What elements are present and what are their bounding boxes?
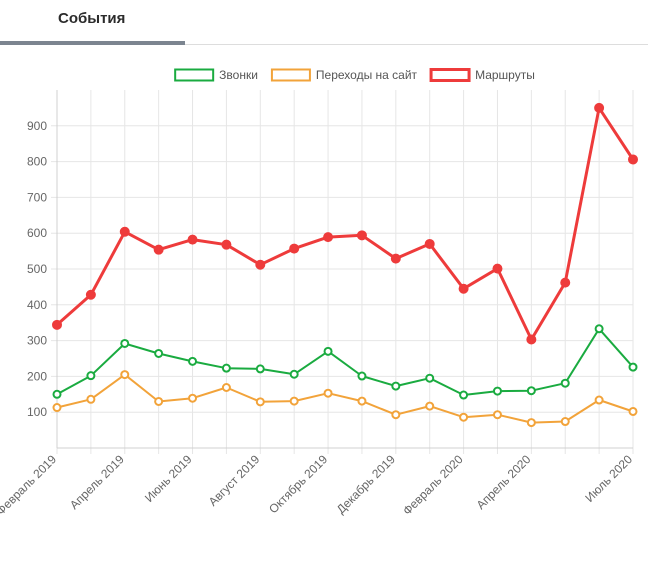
x-tick-label: Июнь 2019 bbox=[142, 452, 195, 505]
legend-swatch[interactable] bbox=[429, 68, 471, 82]
data-point[interactable] bbox=[560, 417, 570, 427]
data-point[interactable] bbox=[52, 319, 62, 330]
data-point[interactable] bbox=[526, 386, 536, 396]
data-point[interactable] bbox=[492, 263, 503, 274]
chart-series bbox=[52, 102, 638, 428]
data-point[interactable] bbox=[255, 259, 266, 270]
data-point[interactable] bbox=[459, 412, 469, 422]
tab-bar: События bbox=[0, 0, 648, 45]
data-point[interactable] bbox=[86, 394, 96, 404]
data-point[interactable] bbox=[221, 239, 232, 250]
data-point[interactable] bbox=[492, 386, 502, 396]
data-point[interactable] bbox=[221, 382, 231, 392]
legend-swatch[interactable] bbox=[270, 68, 311, 82]
data-point[interactable] bbox=[120, 338, 130, 348]
series-line bbox=[56, 373, 634, 424]
series-line bbox=[56, 106, 635, 341]
data-point[interactable] bbox=[188, 393, 198, 403]
chart-legend: Звонки Переходы на сайт Маршруты bbox=[174, 68, 535, 82]
data-point[interactable] bbox=[221, 363, 231, 373]
y-axis: 100 200 300 400 500 600 700 800 900 bbox=[27, 90, 58, 448]
data-point[interactable] bbox=[153, 244, 164, 255]
data-point[interactable] bbox=[594, 395, 604, 405]
data-point[interactable] bbox=[154, 396, 164, 406]
data-point[interactable] bbox=[560, 378, 570, 388]
x-tick-label: Июль 2020 bbox=[582, 452, 635, 505]
y-tick-label: 800 bbox=[27, 155, 47, 169]
data-point[interactable] bbox=[628, 406, 638, 416]
y-tick-label: 200 bbox=[27, 369, 47, 383]
data-point[interactable] bbox=[356, 230, 367, 241]
data-point[interactable] bbox=[391, 410, 401, 420]
y-tick-label: 600 bbox=[27, 226, 47, 240]
tab-events[interactable]: События bbox=[0, 0, 185, 45]
tab-events-label: События bbox=[58, 10, 126, 27]
line-chart: Звонки Переходы на сайт Маршруты 100 200 300… bbox=[0, 68, 638, 518]
data-point[interactable] bbox=[323, 388, 333, 398]
series-group bbox=[52, 370, 638, 428]
data-point[interactable] bbox=[492, 410, 502, 420]
data-point[interactable] bbox=[458, 283, 469, 294]
data-point[interactable] bbox=[52, 389, 62, 399]
y-tick-label: 400 bbox=[27, 298, 47, 312]
data-point[interactable] bbox=[323, 232, 334, 243]
x-tick-label: Февраль 2020 bbox=[400, 452, 466, 518]
data-point[interactable] bbox=[120, 370, 130, 380]
data-point[interactable] bbox=[594, 102, 605, 113]
x-tick-label: Апрель 2020 bbox=[474, 452, 534, 512]
data-point[interactable] bbox=[459, 390, 469, 400]
data-point[interactable] bbox=[154, 348, 164, 358]
data-point[interactable] bbox=[560, 277, 571, 288]
x-tick-label: Февраль 2019 bbox=[0, 452, 59, 518]
data-point[interactable] bbox=[357, 371, 367, 381]
x-tick-label: Август 2019 bbox=[206, 452, 263, 509]
data-point[interactable] bbox=[85, 289, 96, 300]
y-tick-label: 100 bbox=[27, 405, 47, 419]
data-point[interactable] bbox=[255, 397, 265, 407]
data-point[interactable] bbox=[425, 401, 435, 411]
y-tick-label: 300 bbox=[27, 334, 47, 348]
data-point[interactable] bbox=[628, 362, 638, 372]
data-point[interactable] bbox=[52, 403, 62, 413]
data-point[interactable] bbox=[289, 369, 299, 379]
data-point[interactable] bbox=[594, 324, 604, 334]
series-line bbox=[56, 327, 634, 396]
chart-grid bbox=[51, 90, 634, 454]
data-point[interactable] bbox=[188, 356, 198, 366]
series-group bbox=[52, 324, 638, 400]
data-point[interactable] bbox=[289, 243, 300, 254]
data-point[interactable] bbox=[425, 373, 435, 383]
y-tick-label: 700 bbox=[27, 190, 47, 204]
x-tick-label: Октябрь 2019 bbox=[266, 452, 330, 516]
y-tick-label: 900 bbox=[27, 119, 47, 133]
series-group bbox=[52, 102, 638, 345]
data-point[interactable] bbox=[424, 238, 435, 249]
legend-label: Звонки bbox=[219, 68, 258, 82]
legend-label: Маршруты bbox=[475, 68, 535, 82]
data-point[interactable] bbox=[628, 154, 638, 165]
x-tick-label: Апрель 2019 bbox=[67, 452, 127, 512]
data-point[interactable] bbox=[289, 396, 299, 406]
data-point[interactable] bbox=[255, 364, 265, 374]
x-axis: Февраль 2019 Апрель 2019 Июнь 2019 Август 2… bbox=[0, 447, 635, 518]
data-point[interactable] bbox=[357, 396, 367, 406]
data-point[interactable] bbox=[526, 418, 536, 428]
legend-label: Переходы на сайт bbox=[316, 68, 418, 82]
data-point[interactable] bbox=[187, 234, 198, 245]
y-tick-label: 500 bbox=[27, 262, 47, 276]
data-point[interactable] bbox=[86, 371, 96, 381]
data-point[interactable] bbox=[323, 346, 333, 356]
data-point[interactable] bbox=[526, 334, 537, 345]
legend-swatch[interactable] bbox=[174, 68, 215, 82]
x-tick-label: Декабрь 2019 bbox=[334, 452, 398, 516]
data-point[interactable] bbox=[391, 381, 401, 391]
data-point[interactable] bbox=[390, 253, 401, 264]
data-point[interactable] bbox=[119, 226, 130, 237]
